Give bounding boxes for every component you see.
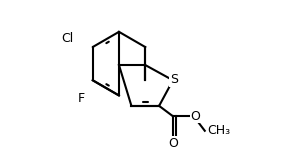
Text: O: O [168, 137, 178, 150]
Text: Cl: Cl [62, 32, 74, 45]
Text: O: O [190, 110, 200, 123]
Text: CH₃: CH₃ [207, 124, 230, 137]
Text: S: S [170, 73, 178, 86]
Text: F: F [78, 92, 85, 105]
